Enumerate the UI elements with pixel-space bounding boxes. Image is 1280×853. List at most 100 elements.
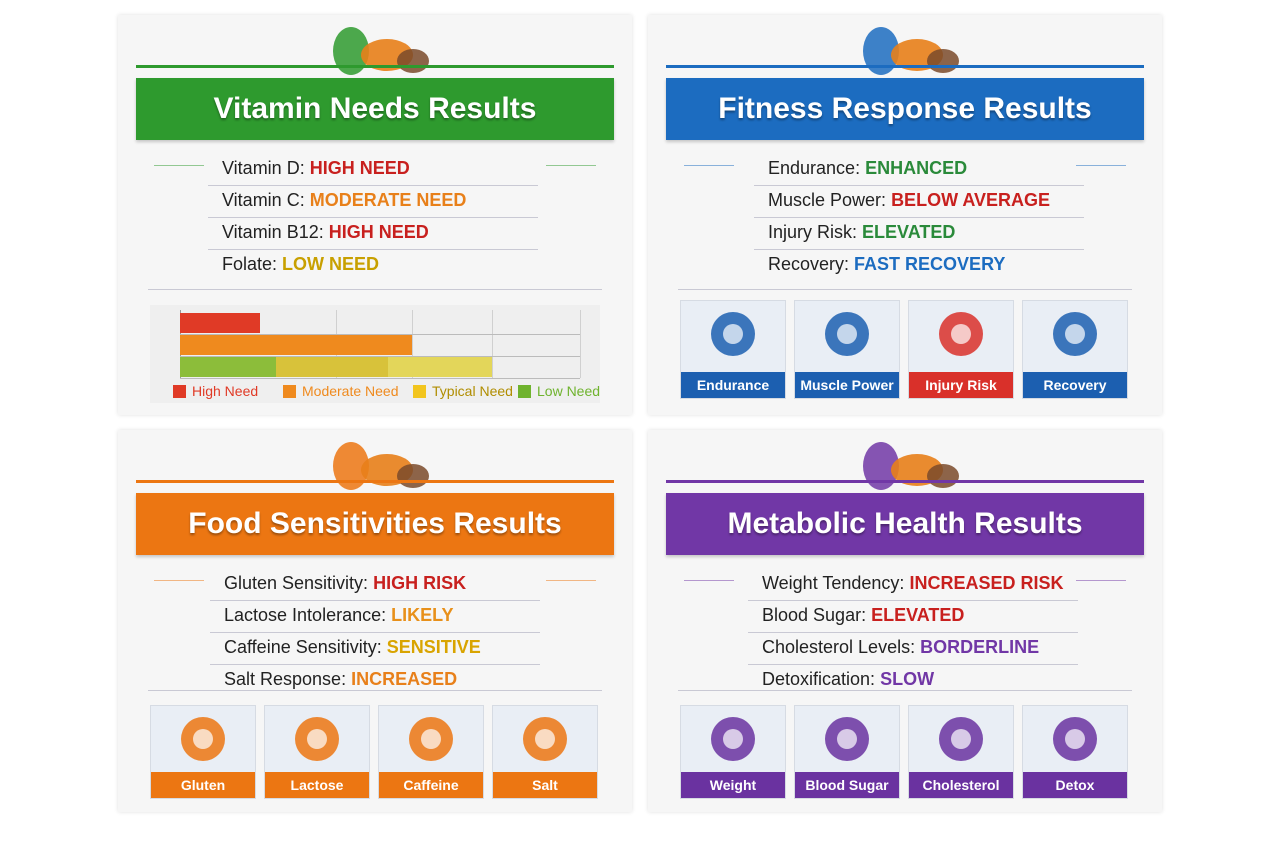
tile-label: Muscle Power [795, 372, 899, 398]
result-value: LOW NEED [282, 254, 380, 274]
tile-icon-art [939, 312, 983, 356]
tile-icon [936, 714, 986, 764]
banner-rule [666, 480, 1144, 483]
tile-icon [1050, 714, 1100, 764]
legend-label: Typical Need [432, 383, 513, 399]
tile-icon-art [825, 312, 869, 356]
legend-swatch [518, 384, 531, 398]
row-rule [748, 600, 1078, 601]
divider [1076, 580, 1126, 581]
tile: Muscle Power [794, 300, 900, 399]
result-label: Lactose Intolerance: [224, 605, 387, 625]
tile-icon [406, 714, 456, 764]
bar [180, 313, 260, 333]
header-icon-art [863, 442, 959, 490]
tile-icon-art [1053, 717, 1097, 761]
divider [154, 580, 204, 581]
panel-card: Vitamin Needs Results Vitamin D: HIGH NEE… [118, 15, 632, 415]
panel-title: Fitness Response Results [666, 78, 1144, 140]
tile-icon [822, 309, 872, 359]
bar [180, 335, 412, 355]
tile: Lactose [264, 705, 370, 799]
tile: Gluten [150, 705, 256, 799]
result-row: Gluten Sensitivity: HIGH RISK [224, 573, 466, 594]
result-value: SLOW [880, 669, 935, 689]
result-label: Vitamin B12: [222, 222, 324, 242]
result-label: Weight Tendency: [762, 573, 905, 593]
legend-swatch [413, 384, 426, 398]
result-value: FAST RECOVERY [854, 254, 1006, 274]
result-row: Recovery: FAST RECOVERY [768, 254, 1005, 275]
result-value: INCREASED [351, 669, 458, 689]
legend-item: Low Need [518, 383, 600, 399]
result-row: Weight Tendency: INCREASED RISK [762, 573, 1063, 594]
tile-icon [520, 714, 570, 764]
result-label: Injury Risk: [768, 222, 858, 242]
legend-item: Moderate Need [283, 383, 399, 399]
bar [388, 357, 492, 377]
legend-swatch [173, 384, 186, 398]
result-value: SENSITIVE [386, 637, 481, 657]
header-icon [315, 21, 435, 79]
result-label: Vitamin C: [222, 190, 305, 210]
tile-icon [708, 714, 758, 764]
legend-swatch [283, 384, 296, 398]
tile-icon [822, 714, 872, 764]
result-label: Salt Response: [224, 669, 347, 689]
result-row: Vitamin B12: HIGH NEED [222, 222, 429, 243]
row-rule [748, 632, 1078, 633]
row-rule [210, 600, 540, 601]
tile-icon [936, 309, 986, 359]
banner-rule [666, 65, 1144, 68]
row-rule [748, 664, 1078, 665]
row-rule [208, 249, 538, 250]
panel-title: Food Sensitivities Results [136, 493, 614, 555]
row-rule [210, 632, 540, 633]
panel-title: Metabolic Health Results [666, 493, 1144, 555]
grid-line [492, 310, 493, 378]
tile-icon [708, 309, 758, 359]
grid-line [412, 310, 413, 378]
tile-icon-art [711, 312, 755, 356]
legend-item: Typical Need [413, 383, 513, 399]
row-rule [180, 378, 580, 379]
bar [180, 357, 276, 377]
tile-label: Endurance [681, 372, 785, 398]
tile-label: Recovery [1023, 372, 1127, 398]
result-row: Endurance: ENHANCED [768, 158, 967, 179]
tile-icon [1050, 309, 1100, 359]
tile-label: Salt [493, 772, 597, 798]
result-label: Folate: [222, 254, 278, 274]
tile: Blood Sugar [794, 705, 900, 799]
tile: Salt [492, 705, 598, 799]
header-icon [845, 436, 965, 494]
header-icon [315, 436, 435, 494]
result-label: Recovery: [768, 254, 850, 274]
result-label: Caffeine Sensitivity: [224, 637, 382, 657]
result-value: INCREASED RISK [909, 573, 1064, 593]
divider [546, 165, 596, 166]
row-rule [180, 334, 580, 335]
panel-card: Metabolic Health Results Weight Tendency:… [648, 430, 1162, 812]
banner-rule [136, 480, 614, 483]
result-value: BELOW AVERAGE [891, 190, 1051, 210]
tile-label: Gluten [151, 772, 255, 798]
tile-label: Injury Risk [909, 372, 1013, 398]
divider [546, 580, 596, 581]
legend-label: High Need [192, 383, 259, 399]
result-value: HIGH NEED [309, 158, 410, 178]
row-rule [208, 217, 538, 218]
tile-icon-art [181, 717, 225, 761]
result-value: LIKELY [391, 605, 454, 625]
tile-icon-art [939, 717, 983, 761]
tile-label: Detox [1023, 772, 1127, 798]
divider [684, 165, 734, 166]
tile-icon-art [711, 717, 755, 761]
header-icon-art [333, 27, 429, 75]
section-rule [148, 289, 602, 290]
tile-icon-art [523, 717, 567, 761]
legend-label: Moderate Need [302, 383, 399, 399]
result-row: Injury Risk: ELEVATED [768, 222, 955, 243]
result-value: ELEVATED [862, 222, 956, 242]
